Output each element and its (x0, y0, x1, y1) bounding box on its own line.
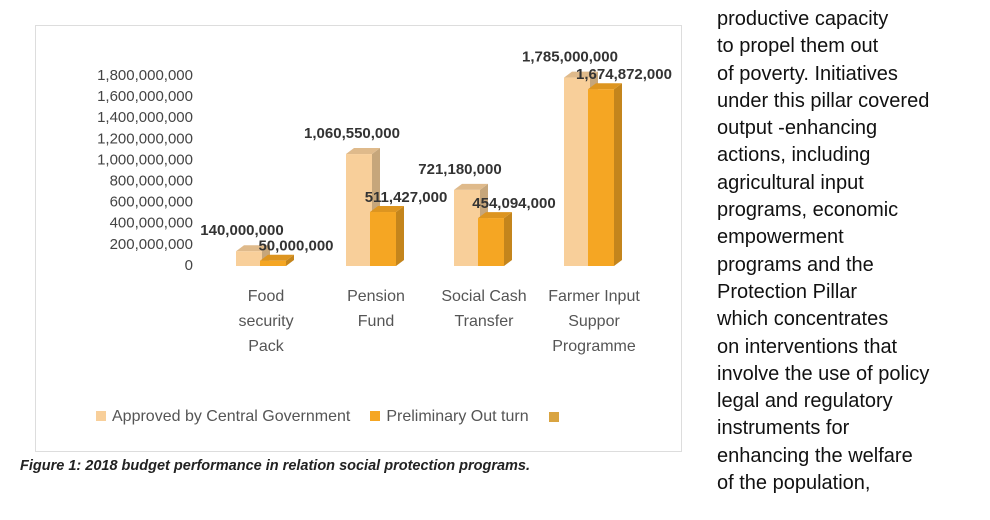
text-line: actions, including (717, 144, 871, 167)
x-tick-label: Food security Pack (238, 288, 294, 355)
bar-side (396, 206, 404, 266)
text-line: agricultural input (717, 171, 864, 194)
bar (370, 212, 396, 266)
data-label: 1,674,872,000 (576, 66, 672, 83)
y-tick-label: 1,800,000,000 (97, 67, 193, 84)
bar-top (346, 148, 380, 155)
bar-top (454, 183, 488, 190)
legend-label: Preliminary Out turn (386, 408, 529, 425)
x-tick-label: Pension Fund (347, 288, 405, 330)
y-tick-label: 1,600,000,000 (97, 88, 193, 105)
legend-item: Preliminary Out turn (370, 408, 529, 426)
text-line: Protection Pillar (717, 280, 858, 303)
bar-top (370, 206, 404, 213)
bar (346, 154, 372, 266)
y-tick-label: 400,000,000 (110, 215, 193, 232)
text-line: empowerment (717, 226, 844, 249)
y-tick-label: 1,000,000,000 (97, 151, 193, 168)
y-tick-label: 600,000,000 (110, 194, 193, 211)
x-tick-label: Farmer Input Suppor Programme (548, 288, 640, 355)
data-label: 511,427,000 (365, 189, 448, 206)
y-tick-label: 1,200,000,000 (97, 130, 193, 147)
bar-top (588, 83, 622, 90)
legend-item: Approved by Central Government (96, 408, 350, 426)
bar (478, 218, 504, 266)
bar (588, 89, 614, 267)
bar-top (260, 254, 294, 261)
bar-top (236, 245, 270, 252)
text-line: enhancing the welfare (717, 444, 913, 467)
text-line: productive capacity (717, 8, 889, 30)
legend-label: Approved by Central Government (112, 408, 351, 425)
text-line: which concentrates (717, 308, 889, 331)
legend-swatch (96, 411, 106, 421)
legend: Approved by Central Government Preliminar… (96, 408, 565, 426)
x-tick-label: Social Cash Transfer (441, 288, 527, 330)
legend-swatch (370, 411, 381, 421)
bar-side (504, 212, 512, 266)
bar-top (564, 71, 598, 78)
data-label: 454,094,000 (472, 195, 555, 212)
y-tick-label: 0 (185, 257, 193, 274)
y-tick-label: 1,400,000,000 (97, 109, 193, 126)
data-label: 50,000,000 (258, 238, 333, 255)
bar (564, 77, 590, 266)
data-label: 140,000,000 (200, 222, 283, 239)
data-label: 1,060,550,000 (304, 125, 400, 142)
y-tick-label: 200,000,000 (110, 236, 193, 253)
text-line: legal and regulatory (717, 390, 893, 413)
data-label: 721,180,000 (418, 161, 501, 178)
y-tick-label: 800,000,000 (110, 173, 193, 190)
text-line: involve the use of policy (717, 362, 930, 385)
legend-swatch (548, 412, 559, 422)
bar-top (478, 212, 512, 219)
bar-side (614, 83, 622, 267)
text-line: output -enhancing (717, 117, 878, 140)
data-label: 1,785,000,000 (522, 49, 618, 66)
chart: 0 200,000,000 400,000,000 600,000,000 800,00… (97, 49, 672, 274)
bar-side (286, 254, 294, 266)
text-line: on interventions that (717, 335, 898, 358)
bar (236, 251, 262, 266)
text-line: programs, economic (717, 199, 899, 222)
text-line: of the population, (717, 472, 871, 495)
text-line: of poverty. Initiatives (717, 62, 898, 85)
caption: Figure 1: 2018 budget performance in rel… (20, 458, 531, 474)
text-line: instruments for (717, 417, 850, 440)
text-line: to propel them out (717, 35, 879, 58)
text-line: under this pillar covered (717, 89, 930, 112)
bar (260, 260, 286, 266)
chart-frame: 0 200,000,000 400,000,000 600,000,000 800,00… (35, 25, 682, 452)
body-text: productive capacity to propel them out of … (717, 6, 929, 497)
bar (454, 189, 480, 266)
text-line: programs and the (717, 253, 874, 276)
